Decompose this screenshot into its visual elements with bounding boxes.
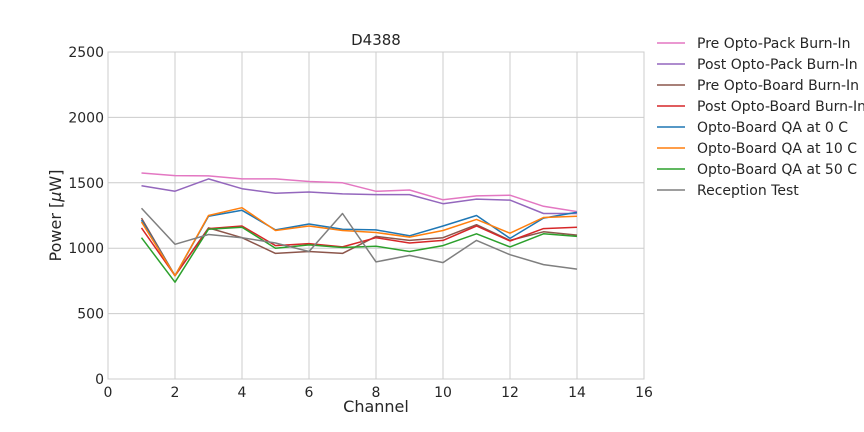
y-tick-label: 500	[77, 307, 104, 323]
y-axis-label-prefix: Power [	[46, 202, 65, 262]
y-tick-label: 1000	[68, 241, 104, 257]
legend-label: Post Opto-Board Burn-In	[697, 99, 864, 115]
series-line	[140, 206, 578, 277]
series-line	[141, 172, 578, 213]
legend-item: Post Opto-Board Burn-In	[657, 99, 864, 115]
legend-label: Post Opto-Pack Burn-In	[697, 57, 858, 73]
legend: Pre Opto-Pack Burn-In Post Opto-Pack Burn…	[657, 36, 864, 199]
legend-item: Opto-Board QA at 10 C	[657, 141, 857, 157]
x-tick-label: 12	[501, 385, 519, 401]
legend-label: Pre Opto-Board Burn-In	[697, 78, 859, 94]
x-axis-ticks: 0 2 4 6 8 10 12 14 16	[104, 385, 653, 401]
x-tick-label: 10	[434, 385, 452, 401]
x-tick-label: 4	[238, 385, 247, 401]
legend-label: Opto-Board QA at 0 C	[697, 120, 848, 136]
x-tick-label: 14	[568, 385, 586, 401]
legend-item: Pre Opto-Board Burn-In	[657, 78, 859, 94]
x-tick-label: 8	[372, 385, 381, 401]
series-line	[140, 209, 578, 277]
legend-item: Opto-Board QA at 50 C	[657, 162, 857, 178]
series-line	[140, 226, 578, 283]
y-tick-label: 2000	[68, 110, 104, 126]
plot-area	[107, 51, 645, 380]
y-tick-label: 1500	[68, 176, 104, 192]
series-line	[141, 178, 577, 215]
x-tick-label: 0	[104, 385, 113, 401]
legend-label: Opto-Board QA at 10 C	[697, 141, 857, 157]
y-axis-label-unit: W]	[46, 170, 65, 192]
y-tick-label: 0	[95, 372, 104, 388]
series-lines	[140, 172, 578, 283]
y-axis-label: Power [μW]	[46, 170, 65, 262]
legend-item: Pre Opto-Pack Burn-In	[657, 36, 851, 52]
legend-item: Reception Test	[657, 183, 799, 199]
x-tick-label: 2	[171, 385, 180, 401]
series-line	[140, 207, 578, 270]
y-tick-label: 2500	[68, 45, 104, 61]
x-tick-label: 16	[635, 385, 653, 401]
legend-label: Reception Test	[697, 183, 799, 199]
legend-item: Opto-Board QA at 0 C	[657, 120, 848, 136]
y-axis-ticks: 0 500 1000 1500 2000 2500	[68, 45, 104, 388]
chart-title: D4388	[351, 31, 401, 49]
legend-label: Pre Opto-Pack Burn-In	[697, 36, 851, 52]
legend-label: Opto-Board QA at 50 C	[697, 162, 857, 178]
y-axis-label-mu: μ	[46, 192, 65, 203]
x-axis-label: Channel	[343, 397, 409, 416]
legend-item: Post Opto-Pack Burn-In	[657, 57, 858, 73]
x-tick-label: 6	[305, 385, 314, 401]
